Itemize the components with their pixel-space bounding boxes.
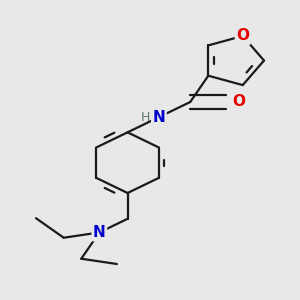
Text: N: N (93, 225, 106, 240)
Text: N: N (152, 110, 165, 125)
Text: H: H (140, 111, 150, 124)
Text: O: O (236, 28, 249, 44)
Text: O: O (232, 94, 245, 110)
